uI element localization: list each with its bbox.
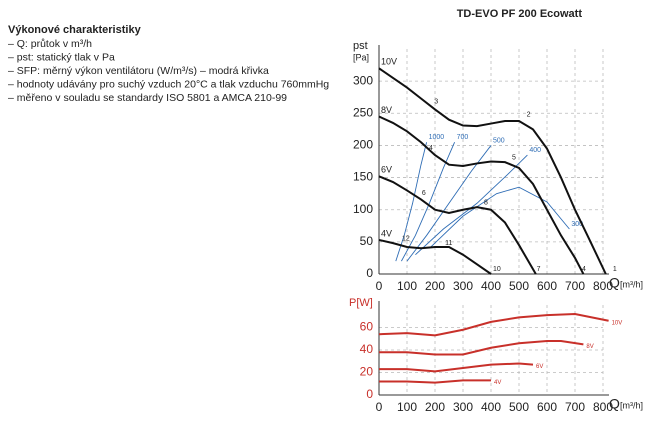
fan-curve [379, 379, 491, 384]
fan-curve [378, 67, 607, 275]
sfp-line [401, 142, 456, 262]
x-axis-label: Q [609, 275, 620, 291]
sfp-label: 700 [457, 134, 469, 141]
x-tick-label: 700 [565, 400, 585, 414]
point-label: 7 [537, 266, 541, 273]
x-axis-unit: [m³/h] [620, 279, 643, 289]
x-tick-label: 600 [537, 279, 557, 293]
y-tick-label: 40 [360, 342, 374, 356]
point-label: 12 [402, 236, 410, 243]
point-label: 5 [512, 155, 516, 162]
point-label: 8 [484, 200, 488, 207]
note-line: – Q: průtok v m³/h [8, 38, 92, 50]
series-label: 6V [536, 364, 543, 370]
sfp-label: 300 [571, 221, 583, 228]
sfp-label: 1000 [429, 134, 445, 141]
fan-curve [378, 115, 585, 275]
sfp-line [415, 154, 528, 256]
sfp-line [395, 142, 428, 262]
fan-curve [378, 312, 609, 337]
x-tick-label: 200 [425, 400, 445, 414]
y-tick-label: 250 [353, 105, 373, 119]
x-tick-label: 300 [453, 279, 473, 293]
x-tick-label: 100 [397, 400, 417, 414]
x-tick-label: 200 [425, 279, 445, 293]
series-label: 4V [381, 228, 392, 238]
y-tick-label: 300 [353, 73, 373, 87]
y-tick-label: 200 [353, 138, 373, 152]
point-label: 2 [527, 112, 531, 119]
y-tick-label: 60 [360, 320, 374, 334]
series-label: 10V [612, 320, 623, 326]
point-label: 3 [434, 99, 438, 106]
point-label: 10 [493, 266, 501, 273]
notes-heading: Výkonové charakteristiky [8, 24, 142, 36]
fan-curve [379, 340, 584, 356]
y-tick-label: 100 [353, 202, 373, 216]
x-tick-label: 400 [481, 400, 501, 414]
series-label: 8V [586, 344, 593, 350]
note-line: – hodnoty udávány pro suchý vzduch 20°C … [8, 78, 329, 90]
sfp-label: 400 [529, 147, 541, 154]
y-tick-label: 150 [353, 170, 373, 184]
point-label: 11 [445, 240, 452, 247]
series-label: 8V [381, 105, 392, 115]
x-tick-label: 500 [509, 279, 529, 293]
x-tick-label: 300 [453, 400, 473, 414]
point-label: 1 [613, 266, 617, 273]
note-line: – SFP: měrný výkon ventilátoru (W/m³/s) … [8, 65, 269, 77]
y-tick-label: 0 [366, 387, 373, 401]
x-tick-label: 0 [376, 279, 383, 293]
note-line: – pst: statický tlak v Pa [8, 51, 115, 63]
series-label: 4V [494, 380, 501, 386]
y-tick-label: 50 [360, 234, 374, 248]
series-label: 6V [381, 165, 392, 175]
x-axis-unit: [m³/h] [620, 400, 643, 410]
x-tick-label: 700 [565, 279, 585, 293]
x-tick-label: 0 [376, 400, 383, 414]
page-title: TD-EVO PF 200 Ecowatt [457, 8, 583, 20]
fan-curve [379, 362, 534, 373]
sfp-label: 500 [493, 137, 505, 144]
x-axis-label: Q [609, 396, 620, 412]
x-tick-label: 500 [509, 400, 529, 414]
fan-curve [378, 175, 537, 275]
point-label: 4 [429, 145, 433, 152]
series-label: 10V [381, 57, 397, 67]
y-tick-label: 20 [360, 365, 374, 379]
y-axis-label: pst [353, 40, 368, 52]
note-line: – měřeno v souladu se standardy ISO 5801… [8, 92, 287, 104]
sfp-line [429, 186, 570, 249]
y-axis-unit: [Pa] [353, 52, 369, 62]
x-tick-label: 100 [397, 279, 417, 293]
x-tick-label: 400 [481, 279, 501, 293]
fan-curve [378, 238, 492, 275]
point-label: 6 [422, 190, 426, 197]
y-tick-label: 0 [366, 266, 373, 280]
y-axis-label: P[W] [349, 297, 373, 309]
x-tick-label: 800 [593, 400, 613, 414]
x-tick-label: 800 [593, 279, 613, 293]
point-label: 4 [582, 266, 586, 273]
x-tick-label: 600 [537, 400, 557, 414]
